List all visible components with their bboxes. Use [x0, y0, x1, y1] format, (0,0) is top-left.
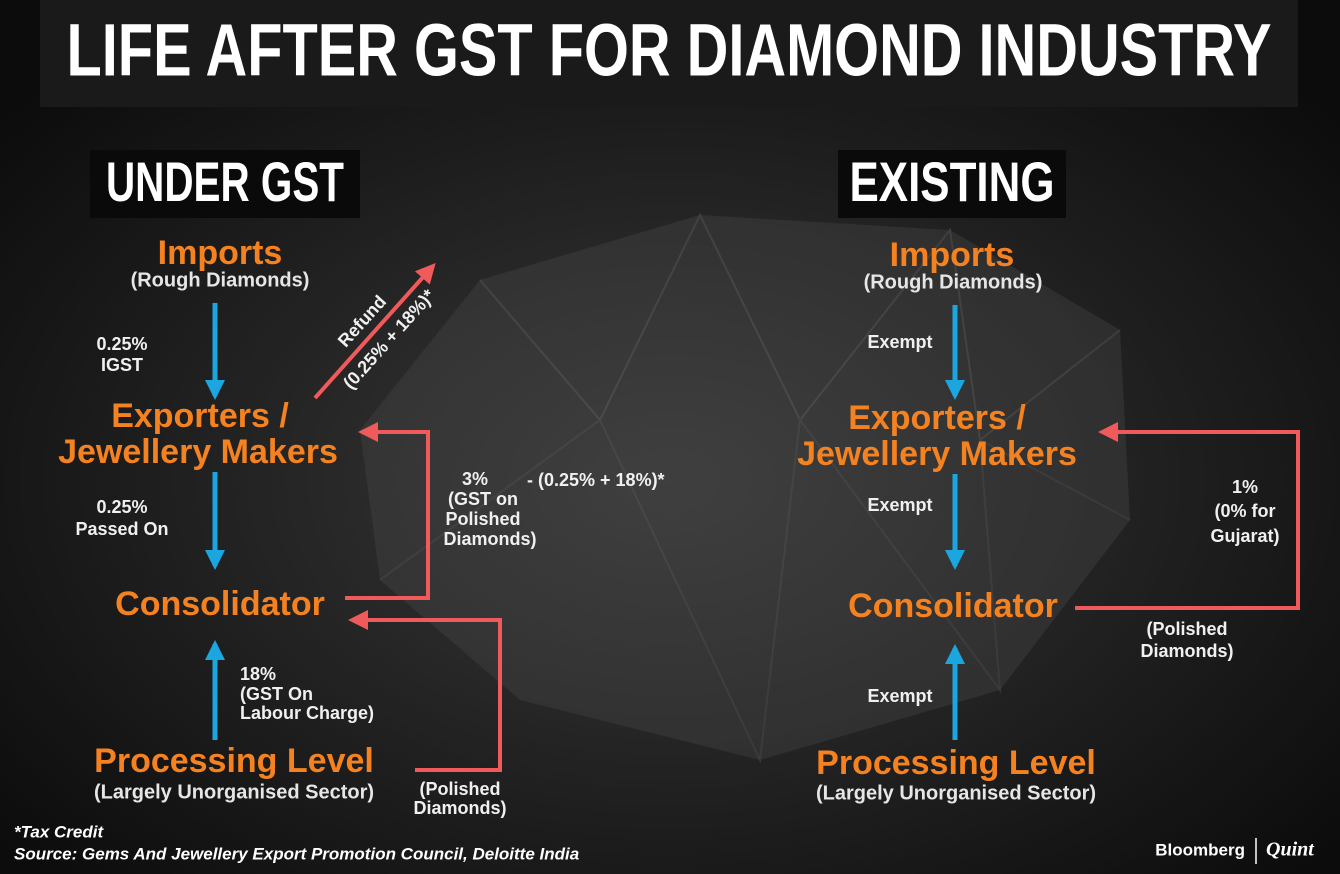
node-sublabel: (Rough Diamonds) — [131, 269, 310, 291]
node-label: Exporters / — [848, 399, 1026, 437]
arrow — [348, 610, 502, 772]
edge-label: Exempt — [867, 686, 932, 706]
section-heading: UNDER GST — [106, 150, 344, 213]
footnote: *Tax Credit — [14, 822, 104, 841]
node-label: Jewellery Makers — [58, 433, 338, 471]
node-label: Jewellery Makers — [797, 435, 1077, 473]
edge-label: Exempt — [867, 332, 932, 352]
edge-label: - (0.25% + 18%)* — [527, 470, 665, 490]
node-label: Imports — [158, 234, 283, 272]
section-box — [90, 150, 360, 218]
arrow — [1075, 422, 1300, 610]
edge-label: (GST On — [240, 684, 313, 704]
edge-label: (0% for — [1214, 501, 1275, 521]
node-label: Imports — [890, 236, 1015, 274]
edge-label: Gujarat) — [1210, 526, 1279, 546]
arrow — [345, 422, 430, 600]
node-sublabel: (Largely Unorganised Sector) — [94, 781, 374, 803]
edge-label: Exempt — [867, 495, 932, 515]
edge-label: Diamonds) — [443, 529, 536, 549]
arrow — [313, 263, 436, 400]
edge-label: Labour Charge) — [240, 703, 374, 723]
edge-label: 1% — [1232, 477, 1258, 497]
brand: Quint — [1266, 839, 1315, 861]
title: LIFE AFTER GST FOR DIAMOND INDUSTRY — [67, 9, 1272, 92]
section-heading: EXISTING — [850, 150, 1055, 213]
edge-label: 3% — [462, 469, 488, 489]
node-label: Consolidator — [848, 587, 1058, 625]
brand: Bloomberg — [1155, 840, 1245, 859]
edge-label: Diamonds) — [413, 798, 506, 818]
node-label: Processing Level — [94, 742, 374, 780]
node-sublabel: (Largely Unorganised Sector) — [816, 782, 1096, 804]
edge-label: 18% — [240, 664, 276, 684]
edge-label: Diamonds) — [1140, 641, 1233, 661]
node-label: Exporters / — [111, 397, 289, 435]
node-label: Processing Level — [816, 744, 1096, 782]
node-sublabel: (Rough Diamonds) — [864, 271, 1043, 293]
edge-label: (GST on — [448, 489, 518, 509]
edge-label: (Polished — [1146, 619, 1227, 639]
edge-label: IGST — [101, 355, 143, 375]
title-banner — [40, 0, 1298, 107]
edge-label: 0.25% — [96, 497, 147, 517]
node-label: Consolidator — [115, 585, 325, 623]
edge-label: Polished — [445, 509, 520, 529]
edge-label: (Polished — [419, 779, 500, 799]
section-box — [838, 150, 1066, 218]
edge-label: Passed On — [75, 519, 168, 539]
diamond-illustration — [360, 212, 1131, 764]
source: Source: Gems And Jewellery Export Promot… — [14, 844, 579, 863]
edge-label: 0.25% — [96, 334, 147, 354]
